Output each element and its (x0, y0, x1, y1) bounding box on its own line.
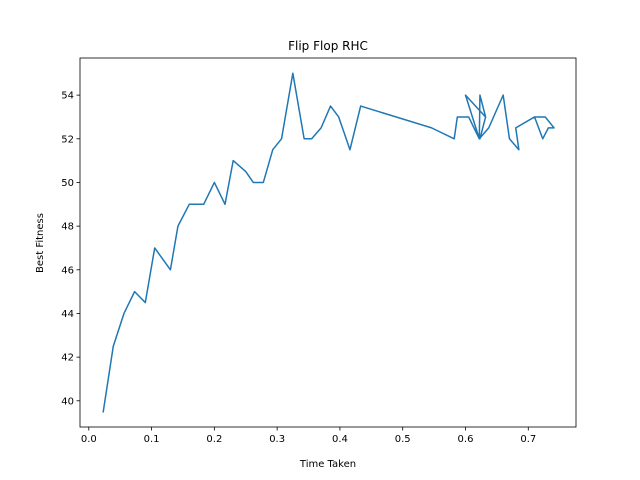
y-tick-label: 46 (61, 265, 74, 276)
y-tick-label: 52 (61, 134, 74, 145)
x-tick-label: 0.5 (395, 434, 411, 445)
y-axis-label: Best Fitness (35, 213, 46, 273)
axes-frame (79, 57, 577, 428)
x-tick-label: 0.4 (332, 434, 348, 445)
x-tick-label: 0.0 (81, 434, 97, 445)
x-tick-label: 0.1 (144, 434, 160, 445)
plot-area: 0.0 0.1 0.2 0.3 0.4 0.5 0.6 0.7 40 42 44 46 48 50 52 54 (61, 57, 577, 445)
y-tick-label: 40 (61, 396, 74, 407)
y-tick-label: 50 (61, 178, 74, 189)
chart-title: Flip Flop RHC (288, 39, 368, 53)
y-tick-label: 48 (61, 222, 74, 233)
y-tick-label: 44 (61, 309, 74, 320)
x-tick-label: 0.3 (269, 434, 285, 445)
x-axis-label: Time Taken (299, 459, 356, 470)
x-tick-label: 0.2 (206, 434, 222, 445)
x-tick-label: 0.7 (520, 434, 536, 445)
x-tick-label: 0.6 (458, 434, 474, 445)
series-line-0 (102, 72, 555, 413)
y-tick-label: 54 (61, 91, 74, 102)
y-tick-label: 42 (61, 353, 74, 364)
